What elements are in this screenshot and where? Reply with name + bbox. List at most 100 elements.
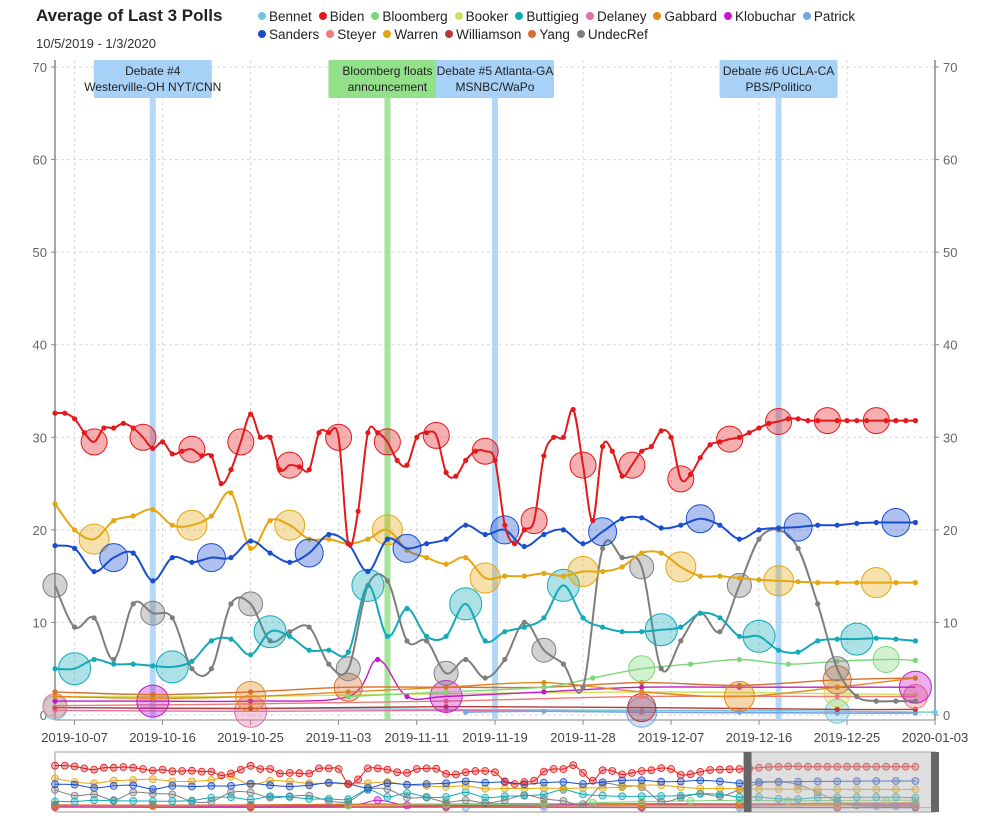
data-point (150, 695, 156, 701)
data-point (72, 527, 78, 533)
data-point (326, 536, 332, 542)
data-point (424, 430, 430, 436)
data-point (854, 418, 860, 424)
event-label-box (436, 60, 554, 98)
x-tick-label: 2020-01-03 (902, 730, 969, 745)
data-point (668, 434, 674, 440)
data-point (502, 629, 508, 635)
data-point (424, 555, 430, 561)
event-annotation: Bloomberg floats announcement (328, 60, 447, 98)
legend-item[interactable]: Patrick (802, 8, 855, 26)
navigator-point (129, 781, 138, 790)
navigator-point (168, 767, 177, 776)
legend-item[interactable]: Warren (383, 26, 438, 44)
data-point (365, 568, 371, 575)
data-point (763, 565, 795, 597)
navigator-point (911, 777, 920, 785)
data-point (176, 509, 208, 541)
data-point (580, 615, 586, 621)
legend-item[interactable]: Gabbard (653, 8, 717, 26)
navigator-point (305, 769, 314, 778)
data-point (860, 567, 892, 599)
data-point (541, 689, 547, 695)
data-point (619, 555, 625, 561)
data-point (235, 681, 267, 712)
x-tick-label: 2019-10-07 (41, 730, 108, 745)
data-point (199, 453, 205, 459)
data-point (306, 624, 312, 630)
navigator-point (451, 770, 460, 779)
data-point (560, 573, 567, 579)
navigator-point (51, 797, 59, 806)
data-point (178, 435, 206, 463)
data-point (785, 416, 791, 422)
data-point (628, 655, 656, 683)
legend-item[interactable]: Steyer (326, 26, 376, 44)
data-point (325, 423, 353, 451)
series-line (348, 658, 916, 698)
data-point (658, 525, 664, 531)
navigator-point (911, 796, 920, 805)
navigator-point (129, 763, 138, 772)
navigator-point (373, 796, 382, 805)
legend-item[interactable]: Bloomberg (371, 8, 448, 26)
navigator-point (227, 793, 235, 802)
legend-item[interactable]: Buttigieg (515, 8, 579, 26)
navigator-point (70, 762, 79, 771)
data-point (844, 418, 850, 424)
navigator-point (60, 761, 69, 770)
data-point (150, 692, 156, 698)
data-point (253, 615, 287, 649)
data-point (541, 684, 547, 690)
legend-label: Delaney (596, 9, 647, 24)
data-point (140, 600, 166, 626)
navigator-point (403, 780, 411, 789)
legend-item[interactable]: Booker (454, 8, 508, 26)
navigator-point (442, 779, 451, 788)
data-point (130, 513, 136, 519)
data-point (345, 541, 351, 547)
navigator-point (383, 793, 392, 801)
data-point (736, 434, 743, 440)
legend-label: UndecRef (587, 27, 648, 42)
data-point (560, 527, 567, 533)
legend-item[interactable]: Biden (318, 8, 364, 26)
navigator-point (637, 776, 646, 785)
navigator-point (442, 793, 451, 801)
y-tick-label-right: 10 (943, 615, 957, 630)
data-point (639, 684, 645, 690)
data-point (639, 689, 645, 695)
navigator-point (852, 785, 861, 794)
legend-label: Buttigieg (526, 9, 579, 24)
event-label-text: PBS/Politico (746, 80, 812, 94)
y-tick-label-right: 50 (943, 245, 957, 260)
data-point (482, 638, 488, 644)
navigator-point (217, 771, 226, 780)
navigator-handle-left[interactable] (743, 752, 752, 812)
navigator-point (901, 762, 910, 771)
data-point (834, 684, 840, 690)
navigator-line (54, 779, 916, 790)
navigator-point (70, 780, 79, 789)
data-point (463, 709, 469, 715)
event-label-text: Debate #6 UCLA-CA (723, 64, 834, 78)
legend-item[interactable]: Sanders (258, 26, 319, 44)
legend-dot-icon (802, 12, 811, 21)
navigator-point (588, 776, 597, 785)
series-bloomberg (345, 646, 919, 700)
legend-item[interactable]: Klobuchar (724, 8, 796, 26)
navigator-handle-right[interactable] (931, 752, 939, 812)
legend-item[interactable]: Williamson (445, 26, 521, 44)
navigator-point (530, 776, 538, 785)
navigator-point (305, 781, 314, 790)
data-point (169, 522, 175, 528)
data-point (531, 637, 557, 663)
legend-item[interactable]: Delaney (585, 8, 647, 26)
legend-item[interactable]: UndecRef (576, 26, 648, 44)
legend-item[interactable]: Bennet (258, 8, 312, 26)
legend-item[interactable]: Yang (528, 26, 570, 44)
data-point (588, 517, 618, 547)
legend-dot-icon (528, 30, 537, 39)
data-point (58, 652, 92, 686)
data-point (155, 650, 189, 684)
